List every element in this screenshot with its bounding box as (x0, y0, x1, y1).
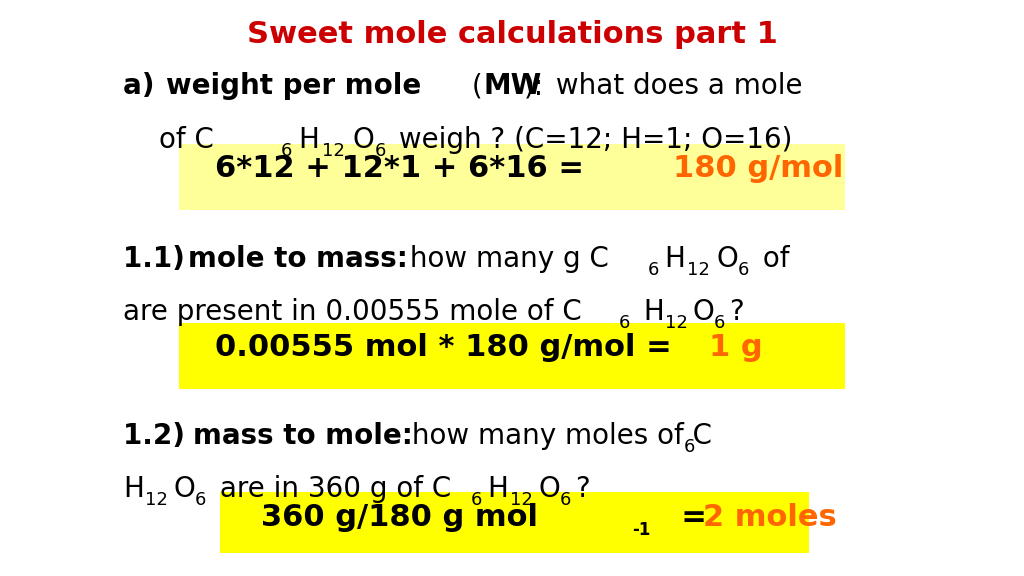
Text: 6: 6 (618, 314, 630, 332)
Text: 12: 12 (510, 491, 532, 509)
Text: 12: 12 (322, 142, 344, 160)
FancyBboxPatch shape (220, 492, 809, 553)
Text: =: = (660, 503, 718, 532)
Text: MW: MW (483, 72, 542, 100)
Text: are present in 0.00555 mole of C: are present in 0.00555 mole of C (123, 298, 582, 327)
Text: O: O (692, 298, 714, 327)
Text: 360 g/180 g mol: 360 g/180 g mol (261, 503, 539, 532)
Text: mass to mole:: mass to mole: (193, 422, 413, 450)
Text: 6: 6 (714, 314, 725, 332)
Text: weigh ? (C=12; H=1; O=16): weigh ? (C=12; H=1; O=16) (390, 126, 793, 154)
Text: mole to mass:: mole to mass: (188, 245, 409, 273)
Text: 6: 6 (684, 438, 695, 456)
Text: 6: 6 (281, 142, 292, 160)
Text: how many moles of C: how many moles of C (403, 422, 713, 450)
Text: -1: -1 (632, 521, 650, 539)
FancyBboxPatch shape (179, 144, 845, 210)
Text: O: O (173, 475, 195, 503)
Text: O: O (717, 245, 738, 273)
Text: a): a) (123, 72, 164, 100)
Text: 12: 12 (665, 314, 687, 332)
Text: 6: 6 (648, 261, 659, 279)
Text: 180 g/mol: 180 g/mol (673, 154, 843, 183)
Text: what does a mole: what does a mole (547, 72, 803, 100)
Text: H: H (635, 298, 665, 327)
Text: 6: 6 (560, 491, 571, 509)
Text: Sweet mole calculations part 1: Sweet mole calculations part 1 (247, 20, 777, 49)
Text: ):: ): (524, 72, 545, 100)
Text: 6: 6 (471, 491, 482, 509)
FancyBboxPatch shape (179, 323, 845, 389)
Text: of C: of C (159, 126, 214, 154)
Text: O: O (539, 475, 560, 503)
Text: H: H (123, 475, 143, 503)
Text: H: H (298, 126, 318, 154)
Text: ?: ? (729, 298, 743, 327)
Text: (: ( (463, 72, 482, 100)
Text: H: H (487, 475, 508, 503)
Text: 1 g: 1 g (709, 333, 762, 362)
Text: 1.2): 1.2) (123, 422, 204, 450)
Text: how many g C: how many g C (401, 245, 609, 273)
Text: 0.00555 mol * 180 g/mol =: 0.00555 mol * 180 g/mol = (215, 333, 682, 362)
Text: O: O (352, 126, 374, 154)
Text: 6: 6 (737, 261, 749, 279)
Text: 2 moles: 2 moles (703, 503, 838, 532)
Text: 6: 6 (195, 491, 206, 509)
Text: weight per mole: weight per mole (166, 72, 421, 100)
Text: 6*12 + 12*1 + 6*16 =: 6*12 + 12*1 + 6*16 = (215, 154, 595, 183)
Text: 6: 6 (375, 142, 386, 160)
Text: H: H (665, 245, 685, 273)
Text: 1.1): 1.1) (123, 245, 195, 273)
Text: 12: 12 (687, 261, 710, 279)
Text: ?: ? (575, 475, 590, 503)
Text: 12: 12 (145, 491, 168, 509)
Text: of: of (754, 245, 790, 273)
Text: are in 360 g of C: are in 360 g of C (211, 475, 452, 503)
